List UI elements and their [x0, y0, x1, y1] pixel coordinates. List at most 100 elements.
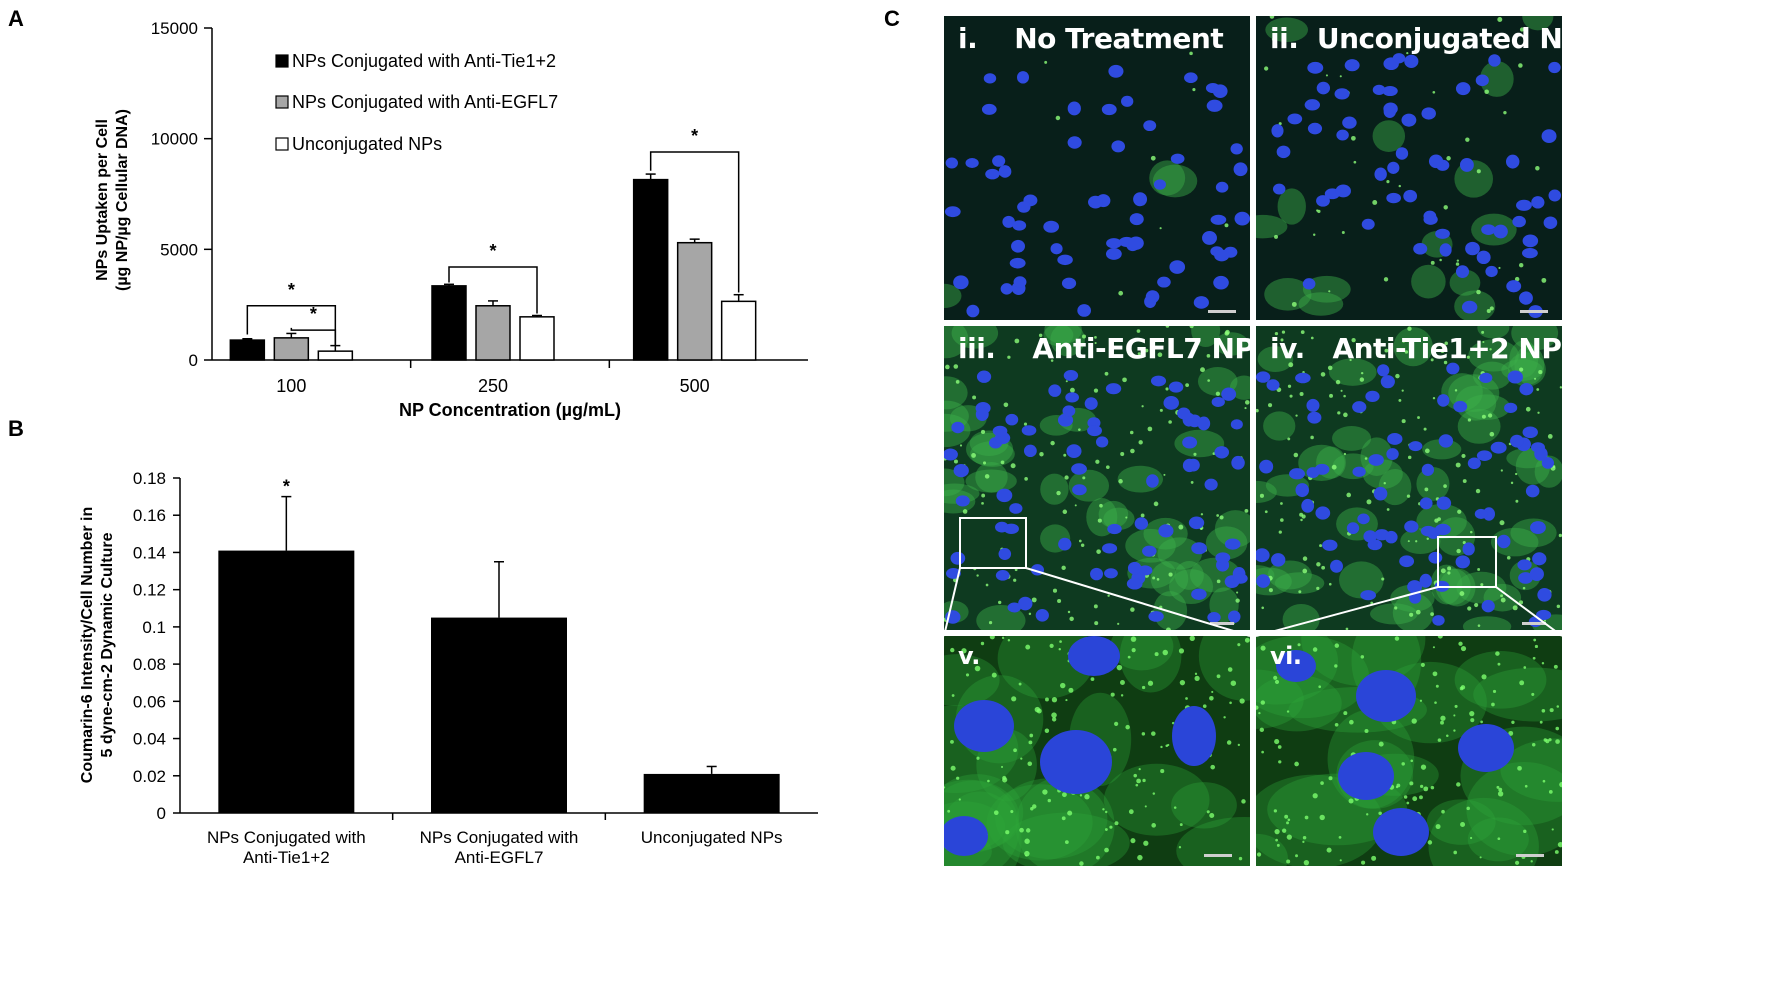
np-dot: [1402, 340, 1405, 343]
np-dot: [1244, 508, 1249, 513]
np-dot: [1010, 810, 1014, 814]
y-axis-label-line1: Coumarin-6 Intensity/Cell Number in: [79, 507, 96, 783]
nucleus: [1013, 276, 1027, 288]
np-dot: [1406, 494, 1411, 498]
np-dot: [1051, 717, 1057, 722]
cytoplasm: [1473, 667, 1562, 722]
nucleus: [1142, 545, 1157, 557]
np-dot: [991, 672, 997, 678]
np-dot: [1224, 331, 1230, 336]
np-dot: [1304, 815, 1309, 820]
nucleus: [1531, 196, 1545, 209]
nucleus: [1455, 265, 1470, 279]
np-dot: [1029, 733, 1034, 738]
np-dot: [1190, 481, 1194, 484]
nucleus: [945, 610, 961, 624]
np-dot: [1287, 818, 1291, 822]
np-dot: [1179, 680, 1186, 686]
np-dot: [1539, 720, 1543, 724]
np-dot: [1025, 854, 1028, 857]
np-dot: [1454, 389, 1458, 392]
np-dot: [1274, 234, 1278, 239]
nucleus: [1541, 457, 1555, 469]
np-dot: [1104, 828, 1108, 831]
np-dot: [1553, 664, 1558, 669]
np-dot: [951, 694, 955, 697]
np-dot: [1415, 609, 1421, 615]
np-dot: [1045, 697, 1049, 702]
np-dot: [1052, 588, 1058, 593]
significance-bracket: [290, 327, 337, 346]
significance-bracket: [649, 151, 740, 293]
np-dot: [1261, 606, 1265, 610]
cytoplasm: [1393, 327, 1433, 367]
nucleus: [1507, 370, 1523, 384]
np-dot: [1284, 814, 1289, 819]
np-dot: [1096, 855, 1100, 860]
np-dot: [1360, 371, 1364, 375]
micrograph-label: i. No Treatment: [958, 22, 1224, 55]
cytoplasm: [1362, 459, 1403, 489]
np-dot: [980, 641, 985, 646]
np-dot: [1532, 656, 1536, 660]
nucleus: [1184, 72, 1198, 84]
np-dot: [1359, 377, 1365, 382]
nucleus: [1088, 195, 1103, 209]
np-dot: [1386, 508, 1390, 511]
cytoplasm: [1449, 269, 1481, 296]
np-dot: [1020, 757, 1023, 760]
y-tick-label: 0.12: [133, 581, 166, 600]
nucleus: [1000, 283, 1013, 295]
nucleus: [1476, 450, 1493, 461]
np-dot: [1417, 416, 1420, 419]
np-dot: [1280, 518, 1284, 522]
nucleus: [965, 157, 979, 169]
np-dot: [1189, 51, 1193, 56]
y-axis-label-line2: (µg NP/µg Cellular DNA): [114, 109, 131, 291]
cytoplasm: [1416, 466, 1450, 501]
nucleus: [1522, 234, 1539, 248]
np-dot: [1455, 262, 1460, 266]
significance-star: *: [310, 304, 317, 324]
x-axis-label: NP Concentration (µg/mL): [399, 400, 621, 420]
cytoplasm: [944, 326, 969, 359]
np-dot: [1396, 783, 1401, 788]
np-dot: [1047, 798, 1051, 803]
np-dot: [1024, 838, 1030, 844]
np-dot: [1007, 355, 1011, 359]
np-dot: [1095, 459, 1100, 464]
nucleus: [1537, 588, 1552, 602]
np-dot: [1280, 338, 1284, 342]
nucleus: [1007, 602, 1022, 613]
bar-100-1: [273, 337, 310, 361]
nucleus: [1202, 231, 1217, 245]
np-dot: [1209, 813, 1215, 819]
nucleus: [1143, 120, 1157, 132]
np-dot: [1295, 414, 1298, 417]
cytoplasm: [944, 483, 980, 504]
np-dot: [1533, 353, 1539, 359]
nucleus: [1295, 372, 1311, 384]
np-dot: [1474, 602, 1479, 608]
np-dot: [1349, 719, 1354, 725]
nucleus: [1522, 426, 1538, 439]
np-dot: [959, 444, 963, 447]
np-dot: [1497, 837, 1501, 841]
np-dot: [1018, 682, 1022, 686]
np-dot: [1271, 37, 1275, 41]
micrograph-background: [944, 16, 1250, 320]
np-dot: [1523, 666, 1527, 669]
np-dot: [1555, 726, 1560, 731]
nucleus: [1419, 497, 1433, 510]
np-dot: [1061, 816, 1066, 821]
nucleus: [1206, 99, 1223, 112]
np-dot: [1319, 544, 1323, 548]
np-dot: [1432, 646, 1435, 649]
np-dot: [1112, 747, 1117, 752]
np-dot: [1302, 840, 1305, 843]
np-dot: [987, 779, 990, 783]
np-dot: [1409, 612, 1414, 617]
y-tick-label: 0.04: [133, 730, 166, 749]
np-dot: [1239, 698, 1245, 704]
np-dot: [1343, 412, 1348, 418]
